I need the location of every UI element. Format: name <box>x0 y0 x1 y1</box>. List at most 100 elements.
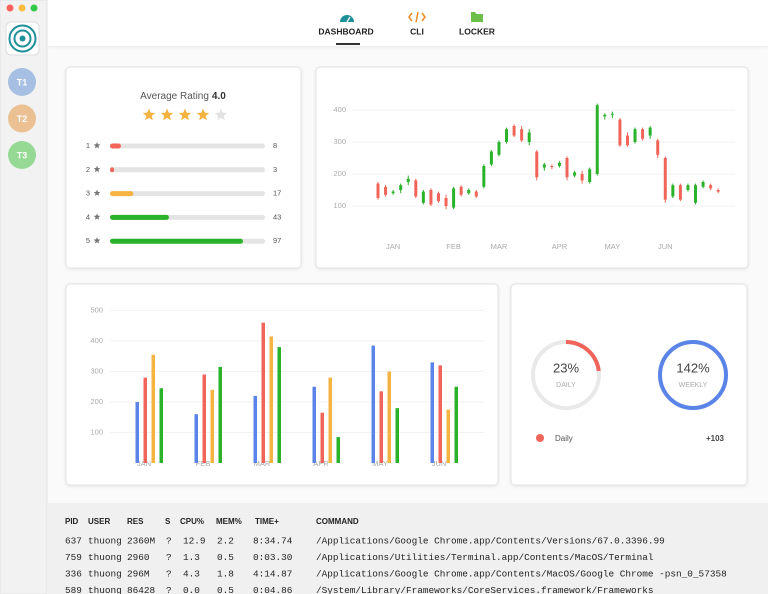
table-header: S <box>165 517 171 526</box>
bar <box>269 336 273 463</box>
table-cell: 0.5 <box>217 585 234 594</box>
bar <box>159 388 163 463</box>
candle-body <box>557 162 561 166</box>
table-cell: 86428 <box>127 585 156 594</box>
legend-dot <box>536 434 544 442</box>
candle-body <box>633 129 637 142</box>
x-tick-label: APR <box>552 242 568 251</box>
table-header: RES <box>127 517 144 526</box>
minimize-button[interactable] <box>18 4 26 12</box>
rating-title: Average Rating 4.0 <box>140 91 226 102</box>
bar <box>151 354 155 463</box>
candle-body <box>648 127 652 136</box>
x-tick-label: MAR <box>491 242 508 251</box>
x-tick-label: MAR <box>254 459 271 468</box>
table-cell: 2960 <box>127 552 150 563</box>
rating-star <box>160 108 174 121</box>
y-tick-label: 300 <box>90 366 103 375</box>
table-cell: 8:34.74 <box>253 535 293 546</box>
candle-body <box>474 191 478 197</box>
table-cell: 2.2 <box>217 535 234 546</box>
candle-body <box>701 182 705 187</box>
candle-body <box>603 114 607 117</box>
rating-row-stars: 5 <box>86 236 90 245</box>
candle-body <box>489 151 493 165</box>
rating-bar <box>110 143 121 149</box>
y-tick-label: 200 <box>90 397 103 406</box>
nav-tab[interactable]: LOCKER <box>459 26 495 36</box>
table-cell: 2360M <box>127 535 156 546</box>
candle-body <box>459 186 463 195</box>
zoom-button[interactable] <box>30 4 38 12</box>
table-cell: 1.3 <box>183 552 200 563</box>
rating-track <box>110 167 265 173</box>
rating-label: Average Rating <box>140 91 209 102</box>
rating-star <box>142 108 156 121</box>
rating-bar <box>110 191 134 197</box>
bar <box>379 391 383 463</box>
workspace-tab[interactable] <box>8 104 36 133</box>
table-cell: 12.9 <box>183 535 206 546</box>
candle-body <box>414 180 418 197</box>
candle-body <box>520 129 524 141</box>
rating-row-stars: 4 <box>86 212 90 221</box>
candle-body <box>686 185 690 190</box>
bar <box>430 362 434 463</box>
rating-row-stars: 1 <box>86 141 90 150</box>
bar <box>312 386 316 463</box>
bar <box>202 374 206 463</box>
rating-count: 43 <box>273 212 281 221</box>
sidebar <box>0 0 48 594</box>
rating-row-star-icon <box>93 189 101 196</box>
gauge-arc <box>531 340 601 410</box>
bar <box>143 377 147 463</box>
workspace-tab[interactable] <box>8 68 36 96</box>
workspace-tab[interactable] <box>8 141 36 169</box>
x-tick-label: FEB <box>446 242 461 251</box>
x-tick-label: MAY <box>372 459 388 468</box>
candle-body <box>429 190 433 205</box>
app-logo <box>5 21 40 56</box>
gauge-label: WEEKLY <box>679 382 708 389</box>
candle-body <box>573 172 577 176</box>
x-tick-label: APR <box>313 459 329 468</box>
x-tick-label: JUN <box>658 242 673 251</box>
bar <box>135 402 139 463</box>
workspace-tab-label: T1 <box>17 77 28 87</box>
candle-body <box>671 185 675 197</box>
table-cell: 4:14.87 <box>253 568 292 579</box>
table-cell: ? <box>166 535 172 546</box>
bar <box>446 409 450 463</box>
table-header: MEM% <box>216 517 242 526</box>
candle-body <box>656 140 660 155</box>
bar <box>277 347 281 463</box>
bar <box>218 366 222 463</box>
candle-body <box>595 105 599 174</box>
nav-tab[interactable]: DASHBOARD <box>318 26 373 36</box>
candle-body <box>580 174 584 181</box>
y-tick-label: 100 <box>333 201 346 210</box>
y-tick-label: 500 <box>90 305 103 314</box>
bar <box>210 389 214 463</box>
table-cell: 296M <box>127 568 150 579</box>
candle-body <box>399 185 403 190</box>
candle-body <box>482 166 486 187</box>
close-button[interactable] <box>6 4 14 12</box>
gauge-label: DAILY <box>556 382 576 389</box>
rating-bar <box>110 238 243 244</box>
y-tick-label: 400 <box>333 105 346 114</box>
bar <box>395 408 399 463</box>
active-tab-indicator <box>336 43 360 45</box>
nav-tab[interactable]: CLI <box>410 26 424 36</box>
table-cell: 759 <box>65 552 82 563</box>
candle-body <box>694 185 698 203</box>
rating-row-stars: 3 <box>86 189 90 198</box>
candle-body <box>716 190 720 192</box>
table-cell: 0:04.86 <box>253 585 293 594</box>
table-cell: 637 <box>65 535 82 546</box>
table-cell: ? <box>166 585 172 594</box>
candle-body <box>497 142 501 155</box>
candle-body <box>467 190 471 194</box>
